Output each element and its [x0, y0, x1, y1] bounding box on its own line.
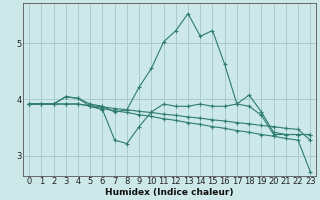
X-axis label: Humidex (Indice chaleur): Humidex (Indice chaleur)	[106, 188, 234, 197]
